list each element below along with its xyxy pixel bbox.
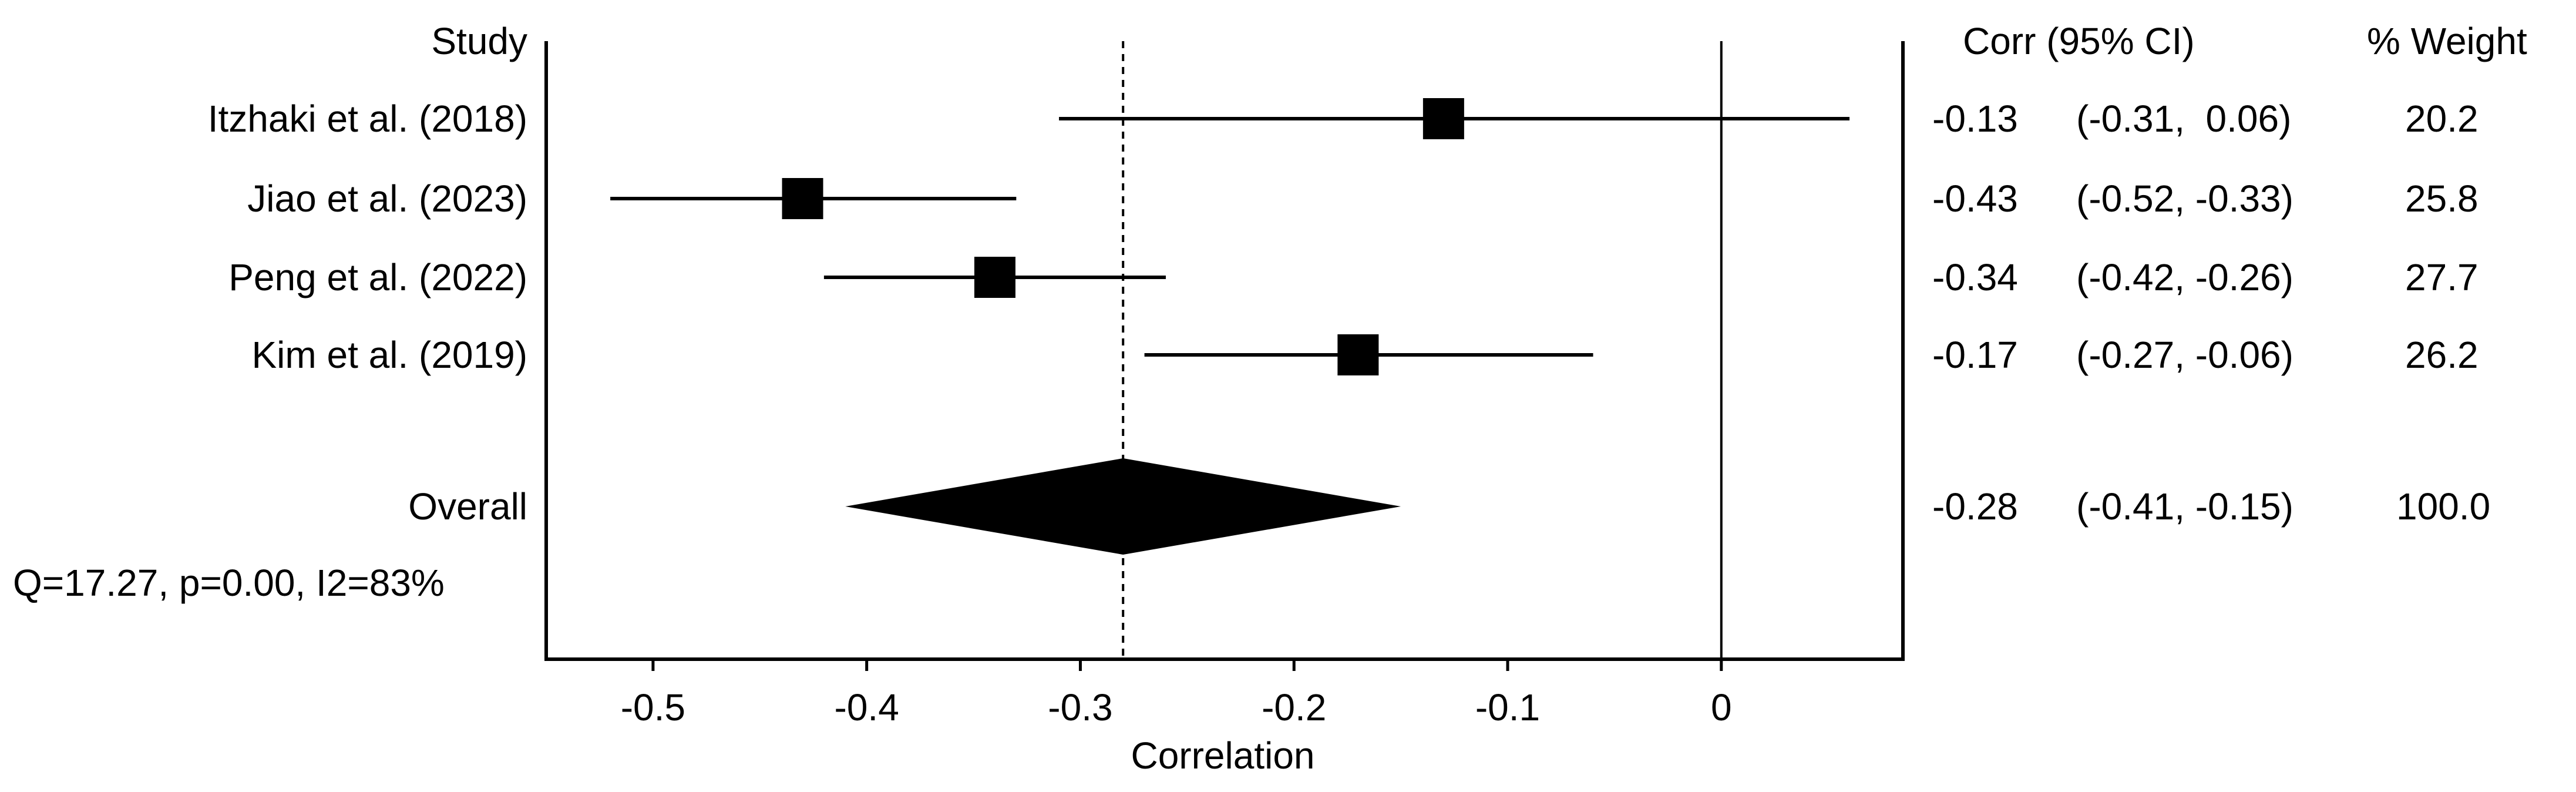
study-rows: Itzhaki et al. (2018) -0.13 (-0.31, 0.06) 2… [208, 98, 2479, 376]
heterogeneity-stats: Q=17.27, p=0.00, I2=83% [13, 562, 445, 604]
study-corr: -0.17 [1932, 334, 2018, 376]
x-tick-label: -0.1 [1475, 686, 1540, 729]
study-row: Itzhaki et al. (2018) -0.13 (-0.31, 0.06) 2… [208, 98, 2479, 140]
x-tick-label: 0 [1711, 686, 1732, 729]
study-corr: -0.43 [1932, 177, 2018, 220]
overall-weight: 100.0 [2396, 485, 2490, 528]
x-axis-ticks: -0.5 -0.4 -0.3 -0.2 -0.1 0 [621, 659, 1732, 729]
study-label: Jiao et al. (2023) [247, 177, 527, 220]
x-tick-label: -0.3 [1048, 686, 1112, 729]
study-label: Kim et al. (2019) [251, 334, 527, 376]
effect-size-square [974, 257, 1015, 298]
x-tick-label: -0.5 [621, 686, 685, 729]
effect-size-square [1422, 98, 1464, 139]
header-corr-ci: Corr (95% CI) [1963, 20, 2195, 62]
effect-size-square [782, 178, 823, 219]
study-ci: (-0.27, -0.06) [2076, 334, 2293, 376]
effect-size-square [1337, 334, 1379, 375]
study-row: Peng et al. (2022) -0.34 (-0.42, -0.26) 27.… [228, 256, 2478, 298]
overall-ci: (-0.41, -0.15) [2076, 485, 2293, 528]
header-study: Study [431, 20, 527, 62]
overall-label: Overall [408, 485, 527, 528]
study-weight: 25.8 [2405, 177, 2479, 220]
study-weight: 20.2 [2405, 98, 2479, 140]
study-weight: 26.2 [2405, 334, 2479, 376]
x-axis-label: Correlation [1131, 734, 1314, 777]
study-corr: -0.13 [1932, 98, 2018, 140]
study-ci: (-0.42, -0.26) [2076, 256, 2293, 298]
study-ci: (-0.52, -0.33) [2076, 177, 2293, 220]
study-row: Kim et al. (2019) -0.17 (-0.27, -0.06) 26.2 [251, 334, 2478, 376]
study-label: Itzhaki et al. (2018) [208, 98, 527, 140]
study-corr: -0.34 [1932, 256, 2018, 298]
study-ci: (-0.31, 0.06) [2076, 98, 2291, 140]
header-weight: % Weight [2367, 20, 2527, 62]
overall-corr: -0.28 [1932, 485, 2018, 528]
study-label: Peng et al. (2022) [228, 256, 527, 298]
study-row: Jiao et al. (2023) -0.43 (-0.52, -0.33) 25.… [247, 177, 2478, 220]
overall-diamond [845, 458, 1401, 555]
x-tick-label: -0.2 [1262, 686, 1326, 729]
study-weight: 27.7 [2405, 256, 2479, 298]
x-tick-label: -0.4 [835, 686, 899, 729]
